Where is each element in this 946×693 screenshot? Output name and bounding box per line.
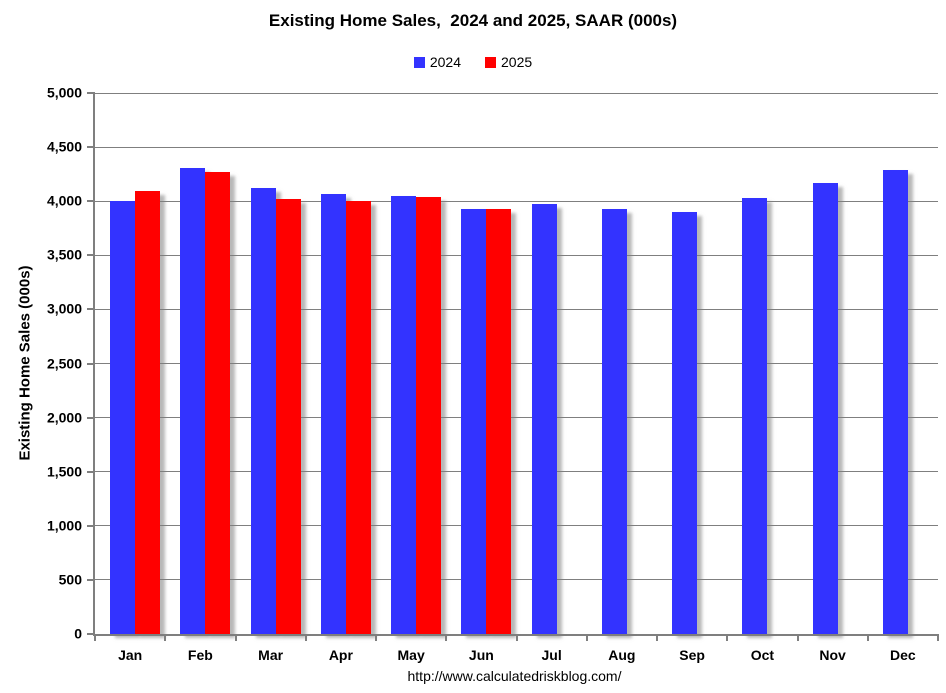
y-tick-label: 4,500	[46, 138, 82, 155]
gridline-1,500	[95, 471, 938, 473]
gridline-2,500	[95, 363, 938, 364]
gridline-3,000	[95, 308, 938, 310]
gridline-1,000	[95, 525, 938, 527]
x-axis-tick	[445, 634, 448, 641]
x-cat-label-sep: Sep	[679, 647, 705, 663]
x-axis-tick	[234, 634, 237, 641]
bar-2024-jun	[461, 208, 487, 634]
x-axis-tick	[304, 634, 307, 641]
x-axis-tick	[796, 634, 799, 641]
gridline-500	[95, 579, 938, 581]
y-axis-tick	[87, 524, 95, 527]
bar-2024-oct	[742, 197, 768, 634]
gridline-2,000	[95, 417, 938, 419]
bar-2024-mar	[250, 188, 276, 634]
plot-area: 0 500 1,000 1,500 2,000 2,500 3,000 3,500 4,000 4…	[47, 85, 939, 663]
bar-2024-feb	[180, 167, 206, 634]
bar-2024-dec	[882, 169, 908, 634]
x-cat-label-mar: Mar	[258, 647, 284, 663]
bar-2025-jan	[135, 191, 160, 634]
x-axis-tick	[585, 634, 588, 641]
bar-2024-may	[391, 195, 416, 634]
bar-2024-apr	[320, 193, 346, 634]
x-axis-tick	[937, 634, 939, 641]
bar-2024-jan	[110, 201, 135, 634]
y-axis-tick	[87, 633, 95, 635]
x-cat-label-feb: Feb	[187, 647, 213, 663]
x-cat-label-apr: Apr	[328, 647, 353, 663]
bar-2024-aug	[601, 208, 627, 634]
x-cat-label-dec: Dec	[890, 647, 916, 663]
legend-swatch-2025-icon	[485, 56, 496, 68]
legend-item-2025: 2025	[485, 54, 532, 70]
y-axis-tick	[87, 308, 95, 311]
bar-2025-may	[416, 196, 441, 634]
y-axis-tick	[87, 254, 95, 257]
x-axis-tick	[164, 634, 167, 641]
y-tick-label: 1,500	[46, 463, 82, 480]
bar-2025-feb	[205, 172, 231, 634]
legend-label-2024: 2024	[429, 54, 461, 70]
y-axis-tick	[87, 578, 95, 581]
x-axis-tick	[94, 634, 96, 641]
legend-label-2025: 2025	[501, 54, 533, 70]
y-axis-title: Existing Home Sales (000s)	[16, 265, 34, 461]
x-cat-label-jul: Jul	[541, 647, 562, 663]
gridline-4,000	[95, 200, 938, 202]
x-axis-tick	[375, 634, 377, 641]
x-cat-label-jun: Jun	[468, 647, 494, 663]
y-tick-label: 1,000	[46, 517, 82, 534]
y-axis-tick	[87, 200, 95, 203]
gridline-5,000	[95, 92, 938, 94]
x-cat-label-may: May	[397, 647, 425, 663]
bar-2024-sep	[672, 212, 697, 634]
y-tick-label: 4,000	[46, 192, 82, 209]
y-tick-label: 2,500	[46, 355, 82, 372]
x-axis-tick	[656, 634, 658, 641]
chart-title: Existing Home Sales, 2024 and 2025, SAAR…	[268, 11, 678, 30]
y-axis-tick	[87, 92, 95, 94]
y-axis-tick	[87, 416, 95, 419]
y-axis-tick	[87, 362, 95, 365]
bar-2025-mar	[275, 199, 301, 634]
y-tick-label: 3,500	[46, 246, 82, 263]
x-cat-label-oct: Oct	[750, 647, 775, 663]
x-cat-label-aug: Aug	[608, 647, 636, 663]
y-tick-label: 5,000	[46, 84, 82, 101]
footer-url: http://www.calculatedriskblog.com/	[407, 668, 622, 684]
gridline-3,500	[95, 254, 938, 256]
legend-item-2024: 2024	[413, 54, 461, 70]
y-tick-label: 2,000	[46, 409, 82, 426]
y-axis-tick	[87, 146, 95, 149]
legend-swatch-2024-icon	[413, 56, 425, 68]
y-axis-tick	[87, 470, 95, 473]
bar-2025-jun	[486, 208, 512, 634]
x-axis-tick	[515, 634, 518, 641]
x-cat-label-jan: Jan	[118, 647, 143, 663]
x-cat-label-nov: Nov	[819, 647, 846, 663]
gridline-4,500	[95, 146, 938, 148]
legend: 2024 2025	[0, 54, 946, 70]
bar-2024-nov	[812, 182, 838, 634]
bar-2024-jul	[531, 204, 557, 634]
x-axis-tick	[866, 634, 869, 641]
y-tick-label: 0	[74, 625, 82, 642]
x-axis-tick	[726, 634, 729, 641]
y-tick-label: 3,000	[46, 301, 82, 318]
bar-2025-apr	[345, 201, 371, 634]
y-tick-label: 500	[58, 571, 82, 588]
